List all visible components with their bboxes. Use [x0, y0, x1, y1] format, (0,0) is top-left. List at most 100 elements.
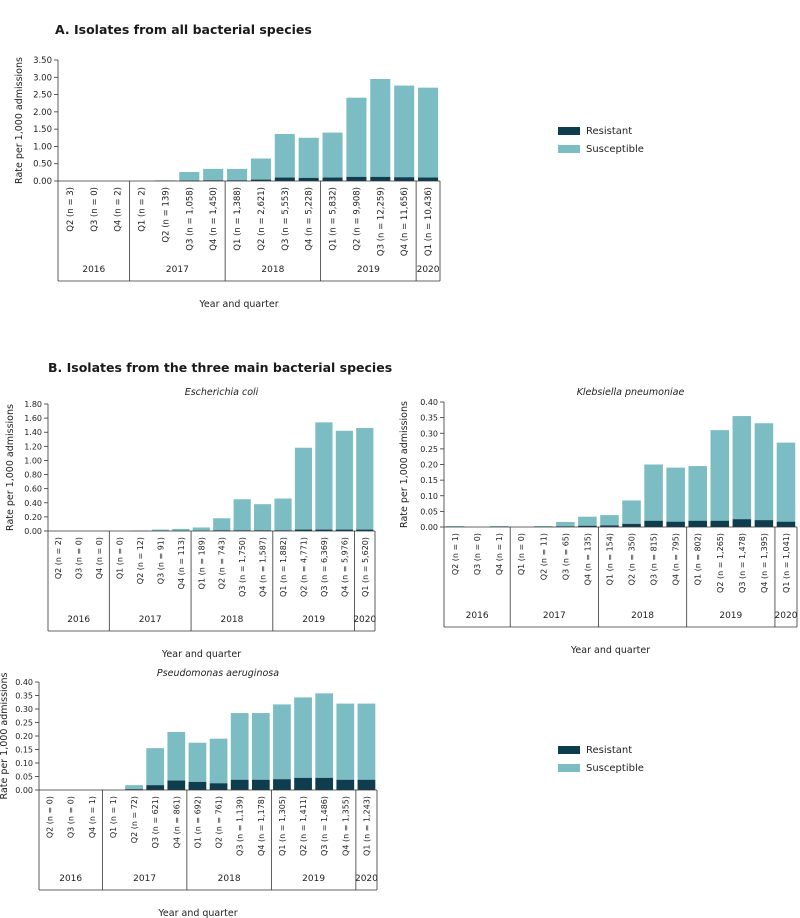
bar-susceptible: [298, 137, 319, 178]
x-category-label: Q4 (n = 1,450): [209, 187, 219, 251]
bar-resistant: [315, 777, 334, 790]
y-tick-label: 0.10: [15, 759, 33, 768]
y-tick-label: 0.40: [420, 398, 438, 407]
x-axis-title: Year and quarter: [157, 908, 237, 918]
y-tick-label: 0.60: [24, 485, 42, 494]
bar-resistant: [273, 779, 291, 790]
chart-subtitle: Klebsiella pneumoniae: [577, 387, 685, 398]
y-tick-label: 0.15: [420, 476, 438, 485]
bar-resistant: [315, 529, 333, 531]
y-tick-label: 3.00: [33, 73, 52, 83]
x-category-label: Q1 (n = 5,620): [361, 537, 370, 597]
bar-resistant: [394, 177, 415, 181]
x-category-label: Q2 (n = 1,411): [299, 796, 308, 856]
y-tick-label: 2.50: [33, 91, 52, 101]
x-year-label: 2020: [775, 611, 798, 621]
x-category-label: Q2 (n = 743): [218, 537, 227, 589]
y-axis-title: Rate per 1,000 admissions: [0, 673, 10, 800]
x-year-label: 2017: [543, 611, 566, 621]
x-year-label: 2020: [417, 265, 440, 275]
x-year-label: 2016: [466, 611, 489, 621]
bar-susceptible: [556, 522, 575, 527]
y-tick-label: 0.00: [33, 177, 52, 187]
bar-susceptible: [251, 713, 270, 780]
x-category-label: Q4 (n = 11,656): [400, 187, 410, 256]
x-category-label: Q4 (n = 0): [95, 537, 104, 579]
y-tick-label: 0.05: [15, 773, 33, 782]
bar-resistant: [336, 779, 355, 790]
x-year-label: 2020: [355, 874, 378, 884]
chart-subtitle: Pseudomonas aeruginosa: [157, 668, 279, 679]
bar-susceptible: [274, 133, 295, 178]
x-category-label: Q1 (n = 2): [138, 187, 148, 232]
x-category-label: Q4 (n = 1,587): [259, 537, 268, 597]
x-category-label: Q1 (n = 1,305): [278, 796, 287, 856]
y-tick-label: 0.00: [24, 527, 42, 536]
bar-susceptible: [370, 79, 391, 177]
x-category-label: Q4 (n = 5,976): [340, 537, 349, 597]
x-category-label: Q2 (n = 139): [161, 187, 171, 243]
x-category-label: Q4 (n = 135): [583, 533, 592, 585]
bar-resistant: [250, 179, 271, 181]
bar-resistant: [578, 525, 597, 527]
x-category-label: Q3 (n = 1,478): [738, 533, 747, 593]
x-category-label: Q4 (n = 1): [88, 796, 97, 838]
bar-resistant: [370, 176, 391, 181]
bar-resistant: [644, 520, 663, 527]
bar-resistant: [688, 520, 707, 527]
y-tick-label: 0.00: [15, 786, 33, 795]
bar-resistant: [209, 783, 228, 790]
x-category-label: Q3 (n = 6,369): [320, 537, 329, 597]
x-category-label: Q2 (n = 2): [54, 537, 63, 579]
x-category-label: Q2 (n = 72): [130, 796, 139, 843]
x-year-label: 2019: [302, 615, 325, 625]
x-category-label: Q3 (n = 65): [561, 533, 570, 580]
x-category-label: Q1 (n = 1,041): [782, 533, 791, 593]
x-category-label: Q2 (n = 2,621): [257, 187, 267, 251]
bar-susceptible: [666, 467, 685, 522]
y-tick-label: 0.40: [24, 499, 42, 508]
y-tick-label: 0.10: [420, 492, 438, 501]
bar-resistant: [776, 521, 796, 527]
bar-susceptible: [151, 529, 169, 531]
x-category-label: Q1 (n = 802): [694, 533, 703, 585]
bar-susceptible: [534, 526, 553, 527]
x-category-label: Q1 (n = 189): [197, 537, 206, 589]
bar-resistant: [622, 523, 641, 527]
bar-susceptible: [315, 422, 333, 530]
y-tick-label: 0.15: [15, 746, 33, 755]
bar-susceptible: [274, 498, 292, 531]
legend-item-susceptible: Susceptible: [558, 759, 644, 777]
x-year-label: 2019: [719, 611, 742, 621]
legend-item-susceptible: Susceptible: [558, 140, 644, 158]
x-axis-title: Year and quarter: [570, 645, 650, 656]
y-axis-title: Rate per 1,000 admissions: [5, 404, 16, 531]
x-category-label: Q2 (n = 4,771): [299, 537, 308, 597]
panel-b-title: B. Isolates from the three main bacteria…: [48, 360, 393, 375]
bar-susceptible: [357, 703, 376, 780]
bar-susceptible: [688, 466, 707, 521]
bar-resistant: [357, 779, 376, 790]
x-category-label: Q3 (n = 0): [67, 796, 76, 838]
x-category-label: Q3 (n = 5,553): [281, 187, 291, 251]
y-tick-label: 3.50: [33, 56, 52, 66]
legend-swatch-susceptible: [558, 764, 580, 772]
x-year-label: 2018: [261, 265, 284, 275]
bar-susceptible: [578, 516, 597, 526]
bar-susceptible: [125, 785, 143, 790]
y-tick-label: 0.20: [24, 513, 42, 522]
x-category-label: Q3 (n = 91): [156, 537, 165, 584]
bar-susceptible: [192, 527, 210, 531]
legend-label-susceptible: Susceptible: [586, 143, 644, 155]
bar-susceptible: [230, 713, 249, 780]
legend-swatch-resistant: [558, 127, 580, 135]
bar-susceptible: [227, 168, 248, 181]
legend-panel-a: Resistant Susceptible: [558, 122, 644, 158]
x-year-label: 2019: [357, 265, 380, 275]
y-tick-label: 1.80: [24, 400, 42, 409]
bar-susceptible: [356, 427, 374, 530]
